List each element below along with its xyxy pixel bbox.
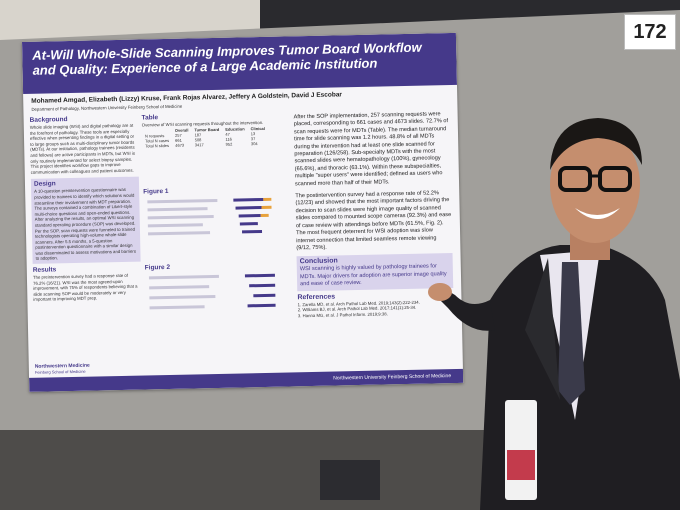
poster: At-Will Whole-Slide Scanning Improves Tu… bbox=[22, 32, 464, 392]
figure-chart bbox=[147, 197, 272, 235]
middle-column: Table Overview of WSI scanning requests … bbox=[141, 108, 293, 327]
figure-chart bbox=[148, 273, 276, 309]
booth-number: 172 bbox=[624, 14, 676, 50]
